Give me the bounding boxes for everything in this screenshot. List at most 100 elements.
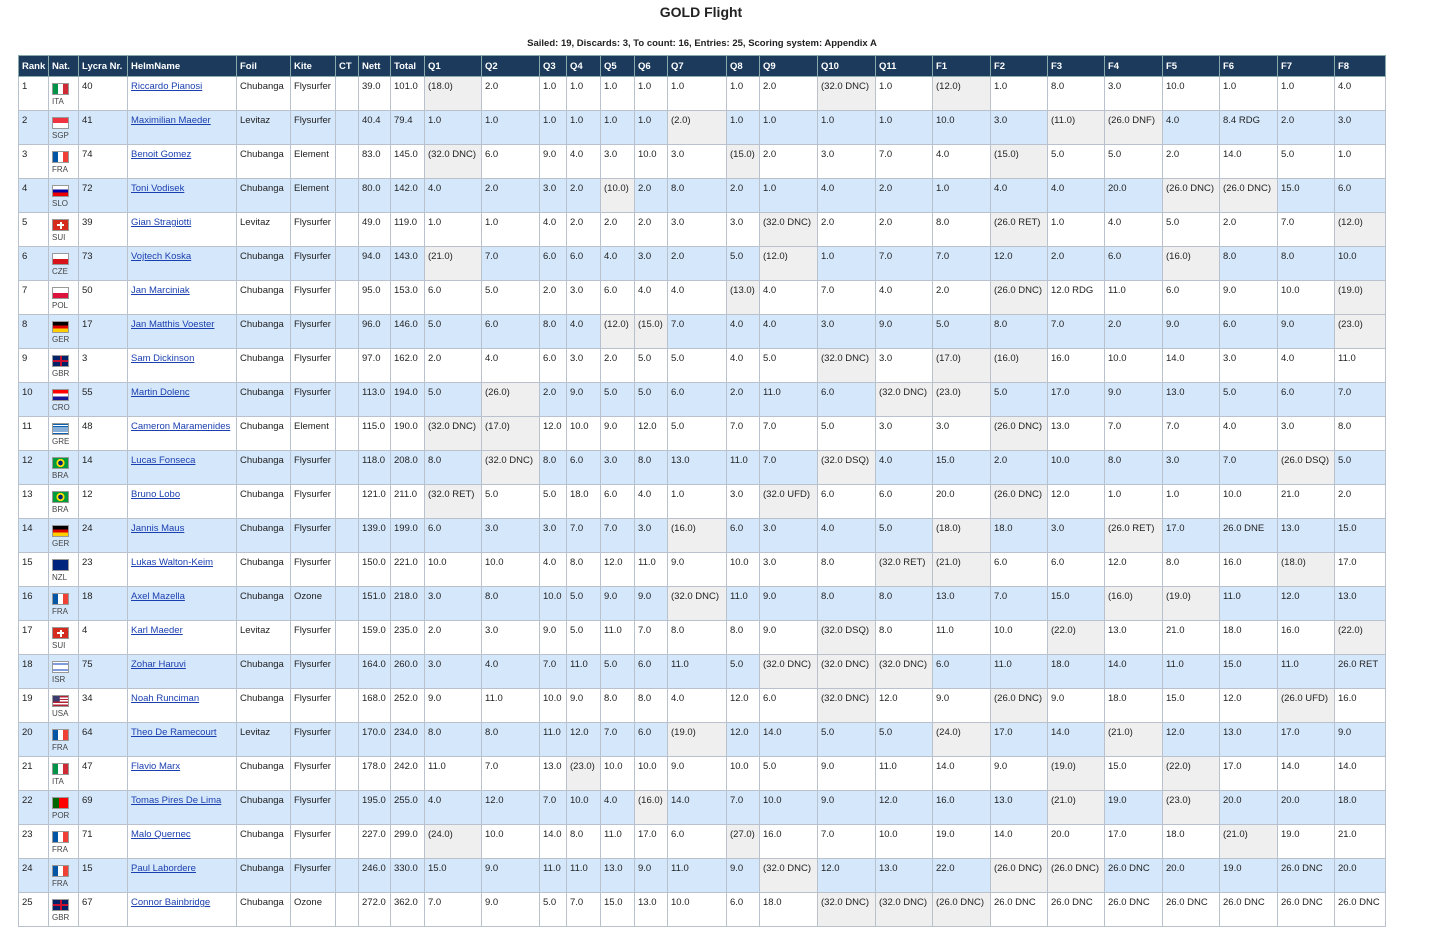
helm-name-link[interactable]: Riccardo Pianosi — [131, 81, 203, 92]
cell: Flysurfer — [290, 382, 336, 417]
helm-name-link[interactable]: Cameron Maramenides — [131, 421, 231, 432]
nation-code: GER — [52, 539, 70, 548]
helm-name-link[interactable]: Connor Bainbridge — [131, 897, 211, 908]
empty-cell — [335, 552, 359, 587]
helm-name-link[interactable]: Lukas Walton-Keim — [131, 557, 214, 568]
race-score: 6.0 — [667, 382, 727, 417]
helm-name-link[interactable]: Lucas Fonseca — [131, 455, 196, 466]
helm-name-link[interactable]: Theo De Ramecourt — [131, 727, 217, 738]
result-row: 19 USA 34 Noah Runciman Chubanga Flysurfer 168… — [18, 688, 1386, 723]
race-score: (32.0 DNC) — [817, 654, 876, 689]
cell: 4 — [78, 620, 128, 655]
helm-name-cell: Martin Dolenc — [127, 382, 237, 417]
cell: Chubanga — [236, 280, 291, 315]
race-score: (12.0) — [1334, 212, 1386, 247]
cell: 113.0 — [358, 382, 391, 417]
cell: Flysurfer — [290, 280, 336, 315]
column-header: F5 — [1162, 55, 1220, 77]
race-score: (26.0 RET) — [990, 212, 1048, 247]
helm-name-link[interactable]: Toni Vodisek — [131, 183, 185, 194]
helm-name-link[interactable]: Noah Runciman — [131, 693, 200, 704]
race-score: 10.0 — [566, 416, 601, 451]
race-score: 5.0 — [600, 654, 635, 689]
race-score: 14.0 — [1104, 654, 1163, 689]
helm-name-link[interactable]: Maximilian Maeder — [131, 115, 211, 126]
helm-name-link[interactable]: Malo Quernec — [131, 829, 191, 840]
cell: 14 — [78, 450, 128, 485]
helm-name-link[interactable]: Tomas Pires De Lima — [131, 795, 222, 806]
cell: Flysurfer — [290, 110, 336, 145]
helm-name-link[interactable]: Flavio Marx — [131, 761, 181, 772]
helm-name-link[interactable]: Paul Laborderе — [131, 863, 196, 874]
flag-icon — [52, 661, 69, 673]
race-score: 6.0 — [566, 246, 601, 281]
cell: 13 — [18, 484, 49, 519]
race-score: (26.0 DNC) — [1219, 178, 1278, 213]
race-score: 7.0 — [667, 314, 727, 349]
cell: 95.0 — [358, 280, 391, 315]
helm-name-link[interactable]: Sam Dickinson — [131, 353, 195, 364]
empty-cell — [335, 790, 359, 825]
cell: 178.0 — [358, 756, 391, 791]
race-score: 7.0 — [1219, 450, 1278, 485]
helm-name-link[interactable]: Vojtech Koska — [131, 251, 192, 262]
race-score: (19.0) — [667, 722, 727, 757]
helm-name-link[interactable]: Martin Dolenc — [131, 387, 190, 398]
race-score: 5.0 — [875, 722, 933, 757]
result-row: 17 SUI 4 Karl Maeder Levitaz Flysurfer 159.0 23… — [18, 620, 1386, 655]
race-score: 19.0 — [1277, 824, 1335, 859]
helm-name-cell: Malo Quernec — [127, 824, 237, 859]
cell: 146.0 — [390, 314, 425, 349]
helm-name-link[interactable]: Gian Stragiotti — [131, 217, 192, 228]
race-score: 8.0 — [875, 586, 933, 621]
race-score: 11.0 — [932, 620, 991, 655]
nation-code: POR — [52, 811, 70, 820]
nation-cell: GER — [48, 518, 79, 553]
empty-cell — [335, 314, 359, 349]
column-header: F8 — [1334, 55, 1386, 77]
race-score: 9.0 — [481, 858, 540, 893]
race-score: 21.0 — [1162, 620, 1220, 655]
empty-cell — [335, 756, 359, 791]
race-score: 2.0 — [990, 450, 1048, 485]
cell: Chubanga — [236, 348, 291, 383]
race-score: (26.0 DNC) — [1162, 178, 1220, 213]
race-score: 5.0 — [634, 348, 668, 383]
race-score: 3.0 — [817, 144, 876, 179]
race-score: 7.0 — [932, 246, 991, 281]
race-score: (26.0) — [481, 382, 540, 417]
helm-name-link[interactable]: Axel Mazella — [131, 591, 185, 602]
race-score: 12.0 RDG — [1047, 280, 1105, 315]
helm-name-link[interactable]: Zohar Haruvi — [131, 659, 186, 670]
helm-name-link[interactable]: Benoit Gomez — [131, 149, 192, 160]
race-score: 1.0 — [932, 178, 991, 213]
race-score: 4.0 — [566, 144, 601, 179]
race-score: 14.0 — [990, 824, 1048, 859]
race-score: 11.0 — [566, 654, 601, 689]
race-score: 26.0 DNC — [1277, 892, 1335, 927]
cell: Chubanga — [236, 484, 291, 519]
cell: Flysurfer — [290, 518, 336, 553]
race-score: (24.0) — [932, 722, 991, 757]
race-score: (32.0 DNC) — [817, 688, 876, 723]
helm-name-link[interactable]: Jan Marciniak — [131, 285, 190, 296]
cell: 4 — [18, 178, 49, 213]
cell: 15 — [18, 552, 49, 587]
cell: 39 — [78, 212, 128, 247]
empty-cell — [335, 348, 359, 383]
cell: 260.0 — [390, 654, 425, 689]
race-score: (32.0 DNC) — [667, 586, 727, 621]
race-score: (32.0 DSQ) — [817, 450, 876, 485]
race-score: 10.0 — [726, 756, 760, 791]
helm-name-link[interactable]: Jan Matthis Voester — [131, 319, 215, 330]
column-header: F7 — [1277, 55, 1335, 77]
race-score: 5.0 — [759, 756, 818, 791]
helm-name-link[interactable]: Karl Maeder — [131, 625, 183, 636]
race-score: (32.0 DNC) — [817, 348, 876, 383]
helm-name-link[interactable]: Jannis Maus — [131, 523, 185, 534]
cell: Chubanga — [236, 416, 291, 451]
race-score: (16.0) — [1104, 586, 1163, 621]
race-score: 7.0 — [566, 892, 601, 927]
helm-name-link[interactable]: Bruno Lobo — [131, 489, 181, 500]
race-score: (21.0) — [1047, 790, 1105, 825]
